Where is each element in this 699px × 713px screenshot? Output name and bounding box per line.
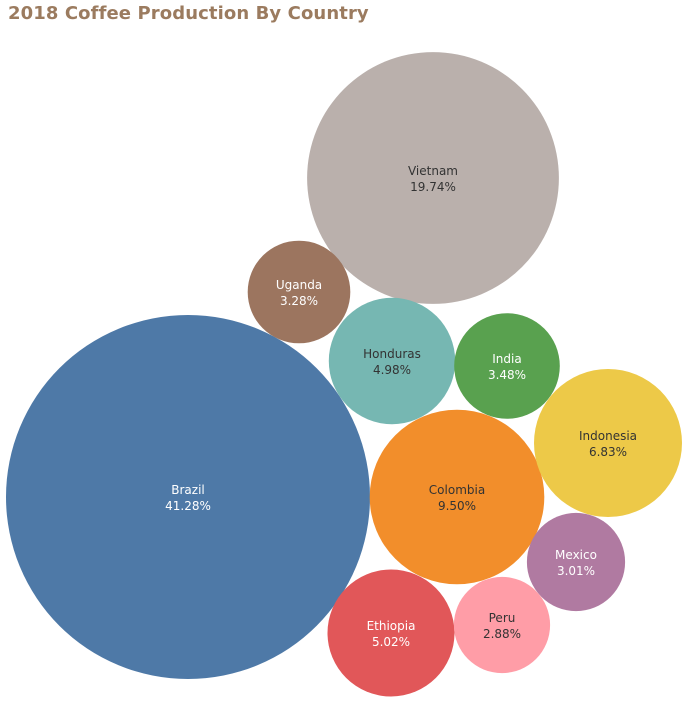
bubble-name-label: Mexico (555, 548, 597, 562)
bubble-name-label: Colombia (429, 483, 485, 497)
bubble-value-label: 3.48% (488, 368, 526, 382)
bubble-name-label: Ethiopia (367, 619, 416, 633)
bubble-circle-vietnam[interactable] (307, 52, 559, 304)
bubble-value-label: 6.83% (589, 445, 627, 459)
bubble-value-label: 3.28% (280, 294, 318, 308)
bubble-circle-honduras[interactable] (328, 297, 456, 425)
bubble-mexico[interactable]: Mexico 3.01% (526, 512, 626, 612)
bubble-value-label: 2.88% (483, 627, 521, 641)
bubble-name-label: Brazil (171, 483, 205, 497)
bubble-circle-ethiopia[interactable] (327, 569, 455, 697)
bubble-circle-brazil[interactable] (6, 315, 370, 679)
bubble-name-label: Peru (489, 611, 516, 625)
bubble-honduras[interactable]: Honduras 4.98% (328, 297, 456, 425)
bubble-name-label: Indonesia (579, 429, 637, 443)
bubble-value-label: 9.50% (438, 499, 476, 513)
bubble-brazil[interactable]: Brazil 41.28% (6, 315, 370, 679)
bubble-value-label: 4.98% (373, 363, 411, 377)
bubble-circle-colombia[interactable] (369, 409, 545, 585)
bubble-circle-mexico[interactable] (526, 512, 626, 612)
bubble-value-label: 19.74% (410, 180, 456, 194)
bubble-indonesia[interactable]: Indonesia 6.83% (534, 369, 682, 517)
bubble-india[interactable]: India 3.48% (454, 313, 560, 419)
bubble-circle-peru[interactable] (453, 576, 551, 674)
bubble-name-label: India (492, 352, 521, 366)
bubble-peru[interactable]: Peru 2.88% (453, 576, 551, 674)
bubble-circle-uganda[interactable] (247, 240, 351, 344)
bubble-uganda[interactable]: Uganda 3.28% (247, 240, 351, 344)
bubble-colombia[interactable]: Colombia 9.50% (369, 409, 545, 585)
bubble-name-label: Honduras (363, 347, 421, 361)
bubble-ethiopia[interactable]: Ethiopia 5.02% (327, 569, 455, 697)
bubble-vietnam[interactable]: Vietnam 19.74% (307, 52, 559, 304)
bubble-circle-india[interactable] (454, 313, 560, 419)
bubble-name-label: Vietnam (408, 164, 458, 178)
bubble-value-label: 3.01% (557, 564, 595, 578)
bubble-value-label: 5.02% (372, 635, 410, 649)
bubble-value-label: 41.28% (165, 499, 211, 513)
chart-title: 2018 Coffee Production By Country (8, 3, 369, 24)
bubble-circle-indonesia[interactable] (534, 369, 682, 517)
bubble-name-label: Uganda (276, 278, 322, 292)
